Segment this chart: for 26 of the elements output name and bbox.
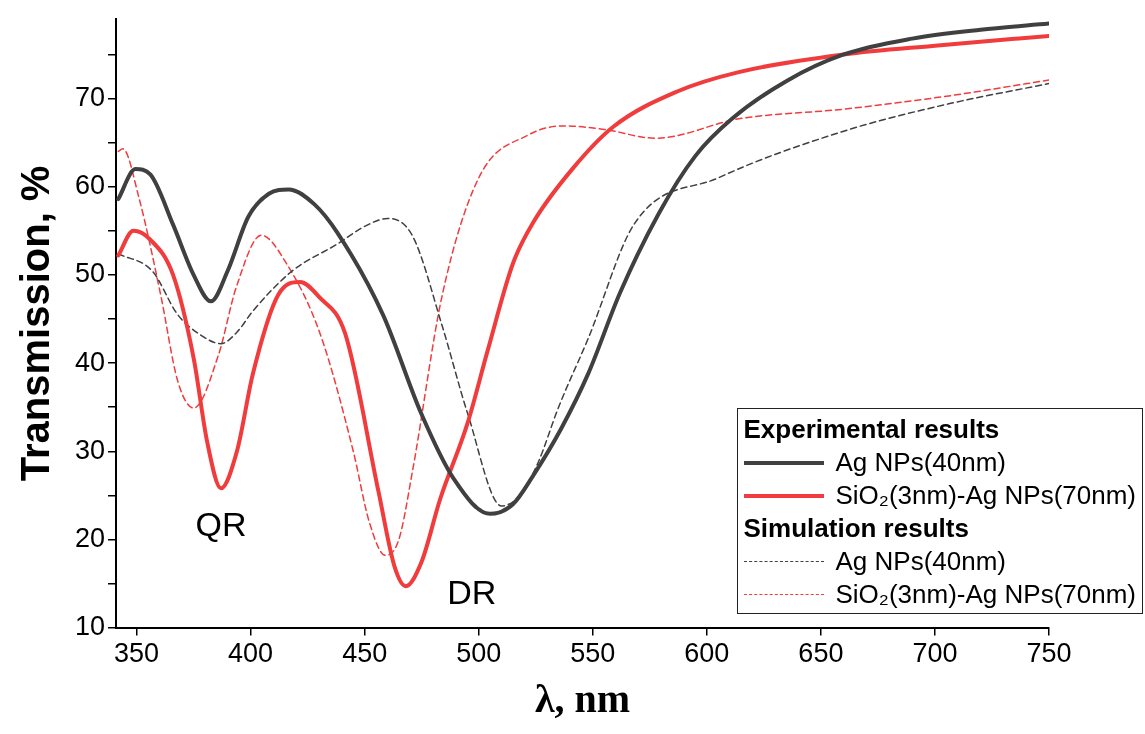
y-axis-title: Transmission, %	[13, 165, 58, 482]
annotation: DR	[447, 572, 497, 611]
legend-label: Ag NPs(40nm)	[835, 546, 1006, 577]
y-tick-label: 40	[74, 346, 106, 377]
x-tick-label: 600	[684, 638, 730, 669]
legend-label: Ag NPs(40nm)	[835, 447, 1006, 478]
annotation: Experimental results	[743, 414, 1001, 445]
y-tick-label: 50	[74, 258, 106, 289]
x-tick-label: 450	[342, 638, 388, 669]
y-tick-label: 30	[74, 434, 106, 465]
annotation: Simulation results	[743, 513, 970, 544]
x-tick-label: 400	[228, 638, 274, 669]
x-tick-label: 750	[1026, 638, 1072, 669]
x-axis-title: λ, nm	[534, 676, 631, 722]
x-tick-label: 650	[798, 638, 844, 669]
annotation: QR	[195, 504, 247, 543]
legend-label: SiO₂(3nm)-Ag NPs(70nm)	[835, 579, 1136, 610]
legend-label: SiO₂(3nm)-Ag NPs(70nm)	[835, 480, 1136, 511]
y-tick-label: 20	[74, 522, 106, 553]
x-tick-label: 500	[456, 638, 502, 669]
y-tick-label: 70	[74, 82, 106, 113]
x-tick-label: 350	[114, 638, 160, 669]
x-tick-label: 700	[912, 638, 958, 669]
x-tick-label: 550	[570, 638, 616, 669]
y-tick-label: 10	[74, 611, 106, 642]
y-tick-label: 60	[74, 170, 106, 201]
